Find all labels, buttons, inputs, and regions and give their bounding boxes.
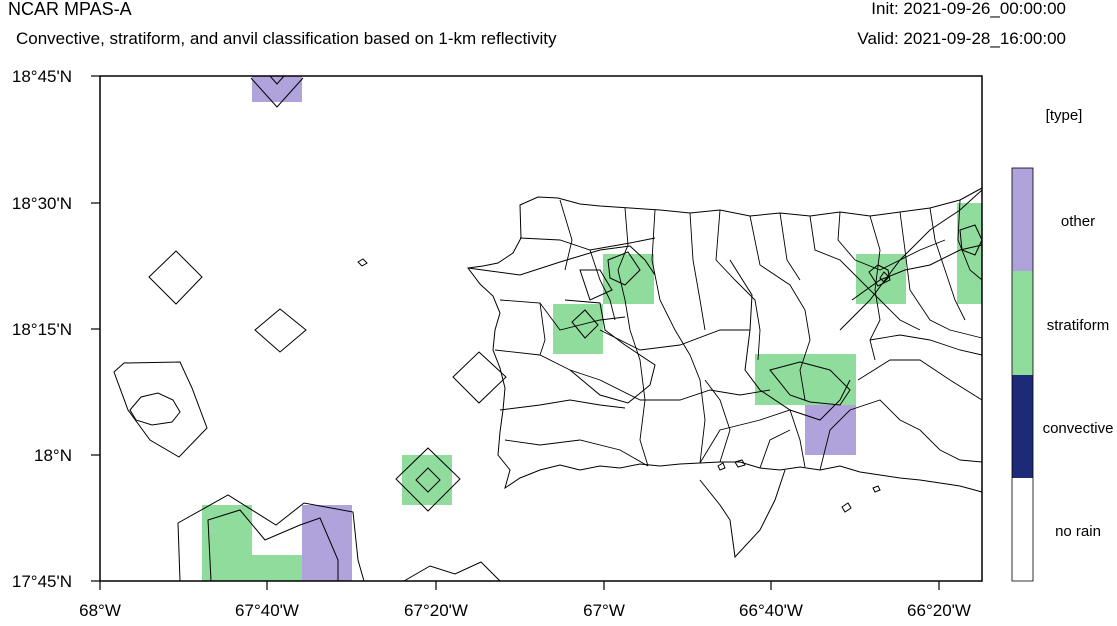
region-lines xyxy=(467,189,983,559)
contour xyxy=(207,509,339,582)
contour xyxy=(415,467,441,493)
contour xyxy=(113,361,208,458)
south-coast-islets xyxy=(717,459,881,513)
y-tick-label: 18°45'N xyxy=(12,67,72,86)
y-tick-label: 18°30'N xyxy=(12,194,72,213)
x-tick-label: 67°20'W xyxy=(404,601,468,620)
y-tick-labels: 18°45'N 18°30'N 18°15'N 18°N 17°45'N xyxy=(12,67,72,591)
mona-island xyxy=(129,392,181,426)
plot-subtitle: Convective, stratiform, and anvil classi… xyxy=(16,29,557,48)
cell-other xyxy=(252,76,302,102)
x-tick-label: 68°W xyxy=(79,601,121,620)
x-tick-label: 66°20'W xyxy=(907,601,971,620)
x-tick-label: 67°40'W xyxy=(235,601,299,620)
y-tick-label: 18°N xyxy=(34,446,72,465)
cell-stratiform xyxy=(402,455,452,505)
small-island xyxy=(357,258,368,267)
legend-label-convective: convective xyxy=(1043,420,1114,437)
plot-title: NCAR MPAS-A xyxy=(8,0,132,19)
legend-title: [type] xyxy=(1046,107,1083,124)
legend-label-no-rain: no rain xyxy=(1055,523,1101,540)
cell-other xyxy=(302,505,352,581)
y-tick-label: 18°15'N xyxy=(12,320,72,339)
cell-stratiform xyxy=(252,555,302,581)
municipal-boundaries xyxy=(494,199,983,471)
legend: [type] other stratiform convective no ra… xyxy=(1011,107,1114,582)
contour xyxy=(395,447,461,512)
legend-label-stratiform: stratiform xyxy=(1047,317,1110,334)
contour xyxy=(269,75,285,85)
contour xyxy=(452,351,507,404)
contour xyxy=(177,494,365,582)
legend-swatch-no-rain xyxy=(1012,478,1033,581)
legend-swatch-other xyxy=(1012,168,1033,271)
contour xyxy=(250,77,304,108)
contour xyxy=(254,308,307,353)
contour xyxy=(403,561,501,582)
y-tick-label: 17°45'N xyxy=(12,572,72,591)
coastlines xyxy=(129,187,983,493)
x-tick-labels: 68°W 67°40'W 67°20'W 67°W 66°40'W 66°20'… xyxy=(79,601,971,620)
axis-ticks xyxy=(91,75,940,590)
classification-cells xyxy=(202,76,982,581)
valid-time: Valid: 2021-09-28_16:00:00 xyxy=(857,29,1066,48)
init-time: Init: 2021-09-26_00:00:00 xyxy=(871,0,1066,18)
legend-frame xyxy=(1011,167,1034,582)
legend-swatch-convective xyxy=(1012,375,1033,478)
legend-swatch-stratiform xyxy=(1012,271,1033,375)
cell-stratiform xyxy=(957,203,982,304)
puerto-rico-coast xyxy=(467,187,983,493)
contour xyxy=(148,250,203,305)
x-tick-label: 66°40'W xyxy=(739,601,803,620)
reflectivity-contours xyxy=(113,75,507,582)
legend-label-other: other xyxy=(1061,213,1095,230)
x-tick-label: 67°W xyxy=(583,601,625,620)
